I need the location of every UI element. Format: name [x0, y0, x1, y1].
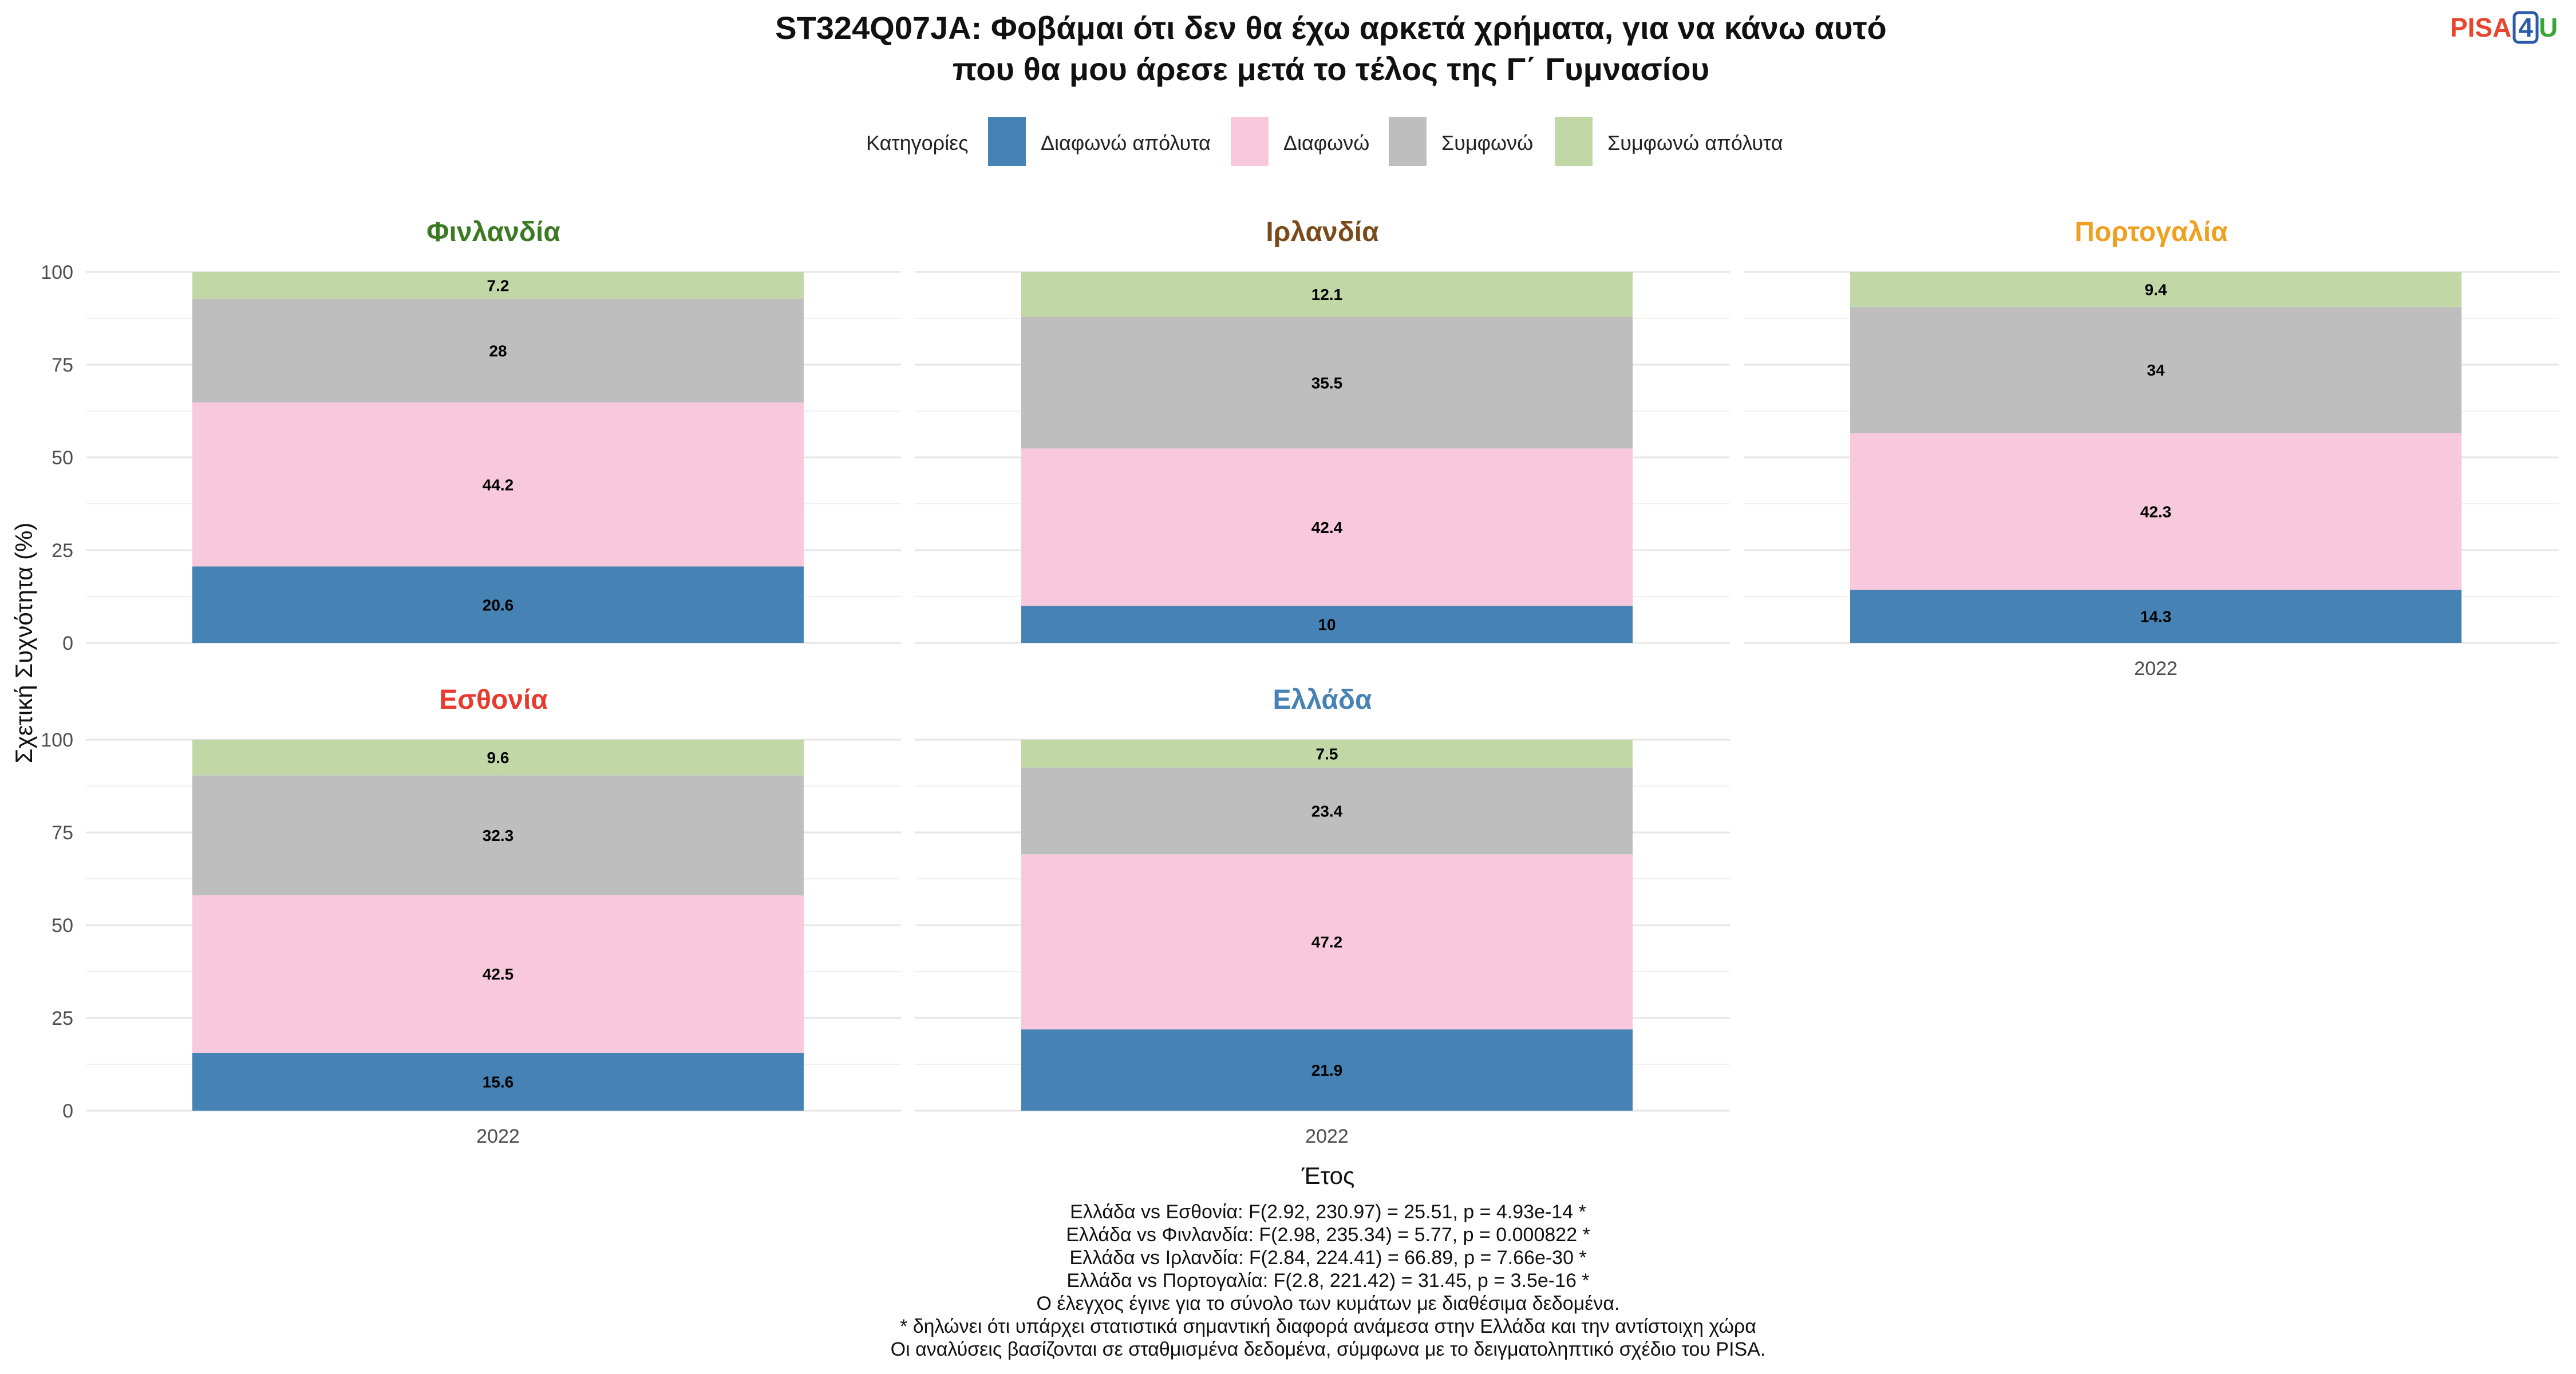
bar-data-label: 9.6	[487, 749, 509, 767]
chart-title-line-2: που θα μου άρεσε μετά το τέλος της Γ΄ Γυ…	[953, 51, 1709, 87]
bar-data-label: 15.6	[483, 1073, 514, 1091]
legend-label-2: Διαφωνώ	[1283, 131, 1369, 155]
panel-title: Πορτογαλία	[2075, 217, 2228, 247]
bar-data-label: 44.2	[483, 476, 514, 493]
bar-segment-2	[192, 895, 804, 1053]
bar-segment-3	[192, 775, 804, 895]
x-tick-label: 2022	[1305, 1126, 1349, 1147]
bar-segment-4	[1850, 272, 2462, 307]
bar-data-label: 14.3	[2140, 608, 2172, 626]
y-tick-label: 25	[52, 540, 73, 562]
panel-3: Πορτογαλία 14.3 42.3 34 9.4 2022	[1744, 217, 2559, 680]
footnote-line: Ελλάδα vs Πορτογαλία: F(2.8, 221.42) = 3…	[1066, 1270, 1589, 1292]
bar-segment-1	[192, 566, 804, 643]
footnotes: Ελλάδα vs Εσθονία: F(2.92, 230.97) = 25.…	[891, 1201, 1766, 1360]
y-tick-label: 75	[52, 822, 73, 844]
footnote-line: Ελλάδα vs Ιρλανδία: F(2.84, 224.41) = 66…	[1069, 1247, 1586, 1269]
panel-title: Φινλανδία	[426, 217, 560, 247]
bar-segment-1	[1021, 1029, 1633, 1111]
y-tick-label: 75	[52, 354, 73, 376]
bar-data-label: 47.2	[1311, 933, 1343, 951]
panel-title: Ιρλανδία	[1266, 217, 1379, 247]
bar-data-label: 42.5	[483, 965, 514, 983]
bar-segment-1	[1021, 606, 1633, 643]
legend-title: Κατηγορίες	[866, 131, 969, 155]
x-tick-label: 2022	[476, 1126, 520, 1147]
legend-key-4	[1555, 117, 1593, 166]
bar-segment-4	[192, 740, 804, 776]
bar-data-label: 10	[1318, 616, 1336, 634]
y-tick-label: 0	[62, 633, 73, 654]
bar-segment-1	[1850, 590, 2462, 643]
panel-4: Εσθονία 0 25 50 75 100 15.6 42.5 32.3 9.6 2022	[41, 685, 901, 1147]
bar-segment-3	[1021, 317, 1633, 449]
logo-pisa-text: PISA	[2450, 13, 2511, 42]
panel-title: Ελλάδα	[1273, 685, 1372, 715]
y-tick-label: 50	[52, 915, 73, 937]
bar-data-label: 42.3	[2140, 503, 2172, 520]
chart-panels: Φινλανδία025507510020.644.2287.2Ιρλανδία…	[41, 217, 2559, 1147]
bar-data-label: 23.4	[1311, 802, 1343, 820]
panel-title: Εσθονία	[439, 685, 548, 715]
footnote-line: Οι αναλύσεις βασίζονται σε σταθμισμένα δ…	[891, 1339, 1766, 1360]
y-tick-label: 100	[41, 262, 73, 283]
logo-digit-box	[2512, 11, 2539, 44]
bar-segment-3	[192, 298, 804, 403]
panel-2: Ιρλανδία 10 42.4 35.5 12.1	[915, 217, 1730, 644]
bar-segment-3	[1850, 306, 2462, 433]
logo-u: U	[2539, 13, 2558, 42]
bar-segment-4	[192, 272, 804, 299]
y-tick-label: 100	[41, 729, 73, 751]
bar-segment-2	[192, 402, 804, 567]
footnote-line: * δηλώνει ότι υπάρχει στατιστικά σημαντι…	[900, 1316, 1756, 1337]
pisa-logo: PISA 4 U	[2450, 13, 2558, 42]
panel-5: Ελλάδα 21.9 47.2 23.4 7.5 2022	[915, 685, 1730, 1147]
y-tick-label: 0	[62, 1100, 73, 1122]
footnote-line: Ο έλεγχος έγινε για το σύνολο των κυμάτω…	[1037, 1293, 1620, 1314]
footnote-line: Ελλάδα vs Φινλανδία: F(2.98, 235.34) = 5…	[1066, 1224, 1590, 1246]
x-tick-label: 2022	[2134, 658, 2178, 680]
bar-data-label: 21.9	[1311, 1061, 1343, 1079]
y-tick-label: 50	[52, 447, 73, 469]
logo-digit: 4	[2518, 13, 2533, 42]
bar-segment-4	[1021, 740, 1633, 768]
chart-title-line-1: ST324Q07JA: Φοβάμαι ότι δεν θα έχω αρκετ…	[775, 10, 1887, 46]
footnote-line: Ελλάδα vs Εσθονία: F(2.92, 230.97) = 25.…	[1070, 1201, 1586, 1223]
legend-key-2	[1231, 117, 1269, 166]
bar-data-label: 42.4	[1311, 519, 1343, 536]
bar-segment-2	[1850, 433, 2462, 590]
bar-data-label: 35.5	[1311, 374, 1343, 392]
bar-segment-1	[192, 1052, 804, 1111]
legend-label-4: Συμφωνώ απόλυτα	[1607, 131, 1783, 155]
legend-label-3: Συμφωνώ	[1441, 131, 1533, 155]
bar-data-label: 20.6	[483, 596, 514, 614]
bar-data-label: 12.1	[1311, 286, 1343, 303]
bar-data-label: 34	[2147, 361, 2165, 379]
y-tick-label: 25	[52, 1008, 73, 1029]
legend-key-1	[988, 117, 1026, 166]
panel-1: Φινλανδία 0 25 50 75 100 20.6 44.2 28 7.2	[41, 217, 901, 654]
y-axis-label: Σχετική Συχνότητα (%)	[10, 523, 37, 764]
bar-data-label: 32.3	[483, 827, 514, 844]
legend: Κατηγορίες Διαφωνώ απόλυτα Διαφωνώ Συμφωνώ…	[866, 117, 1783, 166]
bar-data-label: 28	[489, 342, 507, 360]
bar-segment-2	[1021, 448, 1633, 606]
x-axis-label: Έτος	[1301, 1162, 1355, 1189]
bar-segment-2	[1021, 854, 1633, 1030]
legend-key-3	[1389, 117, 1427, 166]
legend-label-1: Διαφωνώ απόλυτα	[1041, 131, 1211, 155]
bar-segment-4	[1021, 272, 1633, 317]
bar-segment-3	[1021, 767, 1633, 855]
bar-data-label: 7.5	[1316, 745, 1338, 763]
bar-data-label: 9.4	[2145, 281, 2167, 298]
bar-data-label: 7.2	[487, 277, 509, 294]
